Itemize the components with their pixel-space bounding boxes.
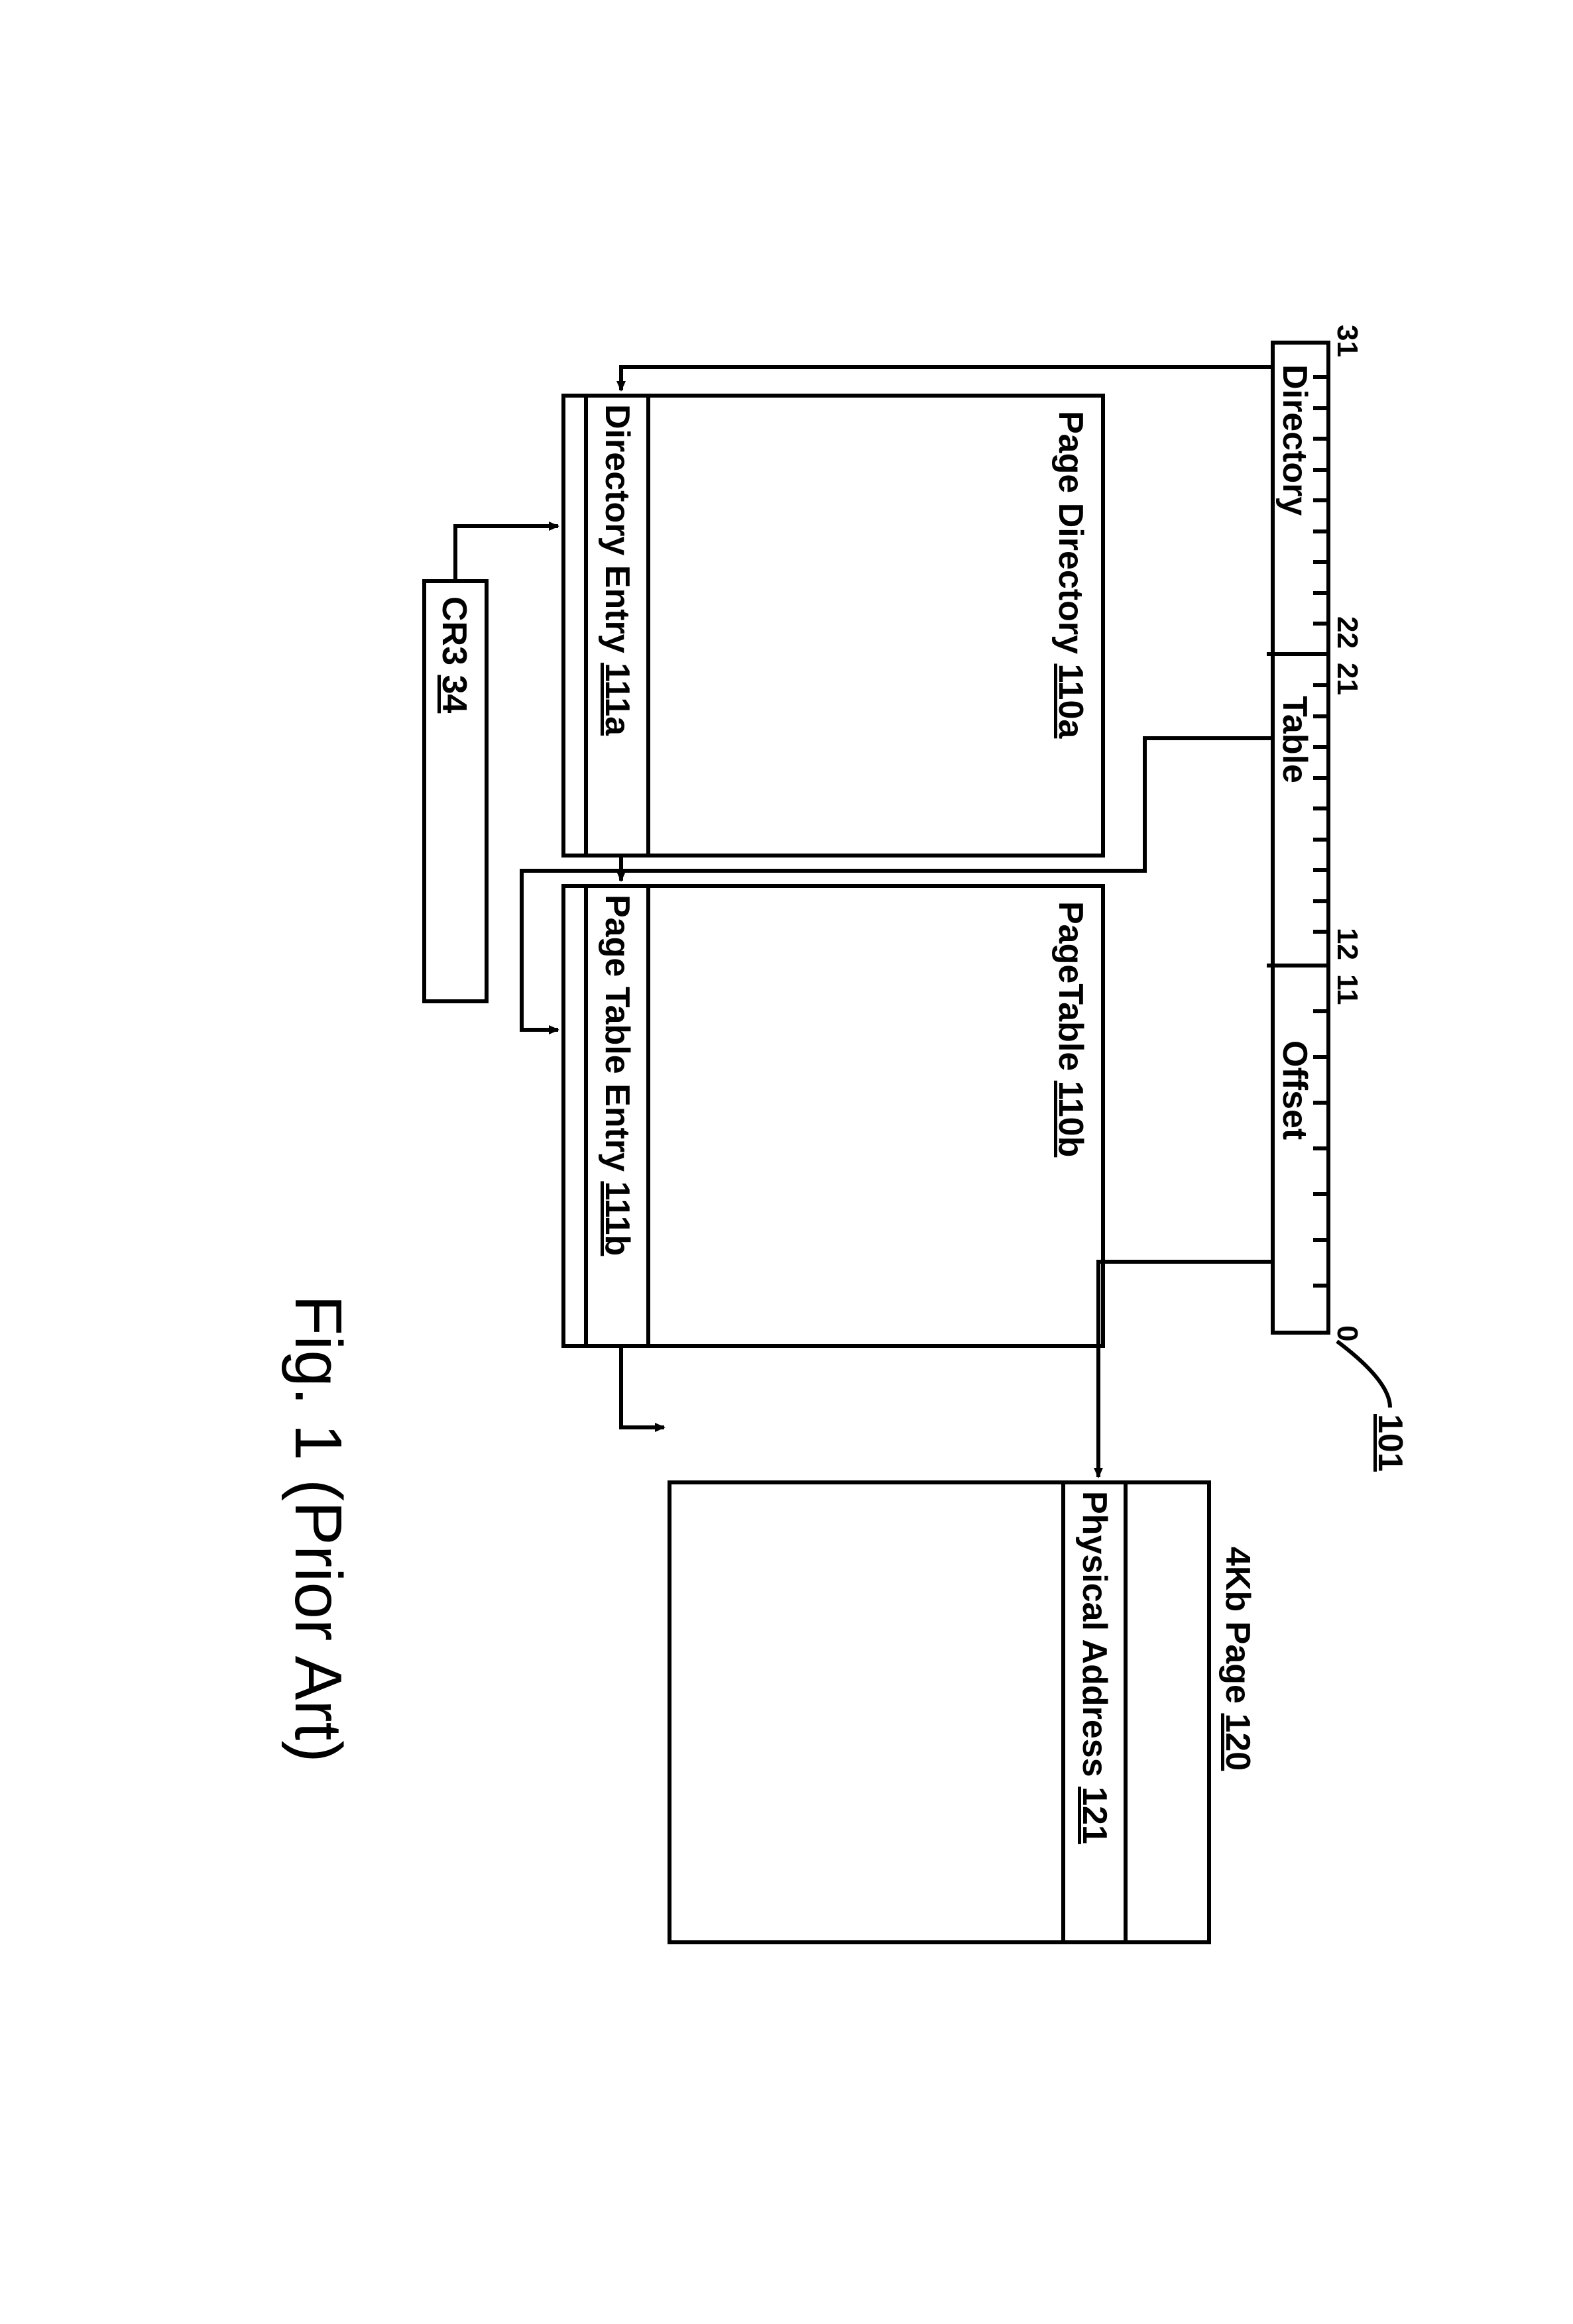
bit-label-12: 12 (1330, 928, 1364, 960)
linear-address-ruler: Directory Table Offset 31 22 (1271, 341, 1330, 1335)
ruler-section-directory: Directory (1275, 364, 1314, 516)
page-table-title: PageTable 110b (1051, 901, 1090, 1157)
page-4kb-title: 4Kb Page 120 (1218, 1547, 1257, 1771)
ruler-section-offset: Offset (1275, 1040, 1314, 1140)
cr3-box: CR3 34 (422, 579, 489, 1003)
page-directory-box: Page Directory 110a Directory Entry 111a (561, 394, 1105, 858)
figure-caption: Fig. 1 (Prior Art) (280, 1295, 356, 1763)
bit-label-22: 22 (1330, 616, 1364, 649)
page-table-box: PageTable 110b Page Table Entry 111b (561, 884, 1105, 1348)
ruler-section-table: Table (1275, 696, 1314, 783)
page-directory-title: Page Directory 110a (1051, 411, 1090, 738)
physical-address-row: Physical Address 121 (1061, 1480, 1128, 1944)
bit-label-11: 11 (1330, 974, 1364, 1005)
diagram-canvas: Directory Table Offset 31 22 (124, 168, 1450, 2156)
bit-label-0: 0 (1330, 1325, 1364, 1341)
bit-label-31: 31 (1330, 325, 1364, 357)
page-4kb-box: Physical Address 121 (668, 1480, 1211, 1944)
bit-label-21: 21 (1330, 663, 1364, 695)
directory-entry-row: Directory Entry 111a (584, 394, 650, 858)
callout-101: 101 (1370, 1414, 1410, 1472)
cr3-label: CR3 34 (434, 596, 474, 713)
page-table-entry-row: Page Table Entry 111b (584, 884, 650, 1348)
